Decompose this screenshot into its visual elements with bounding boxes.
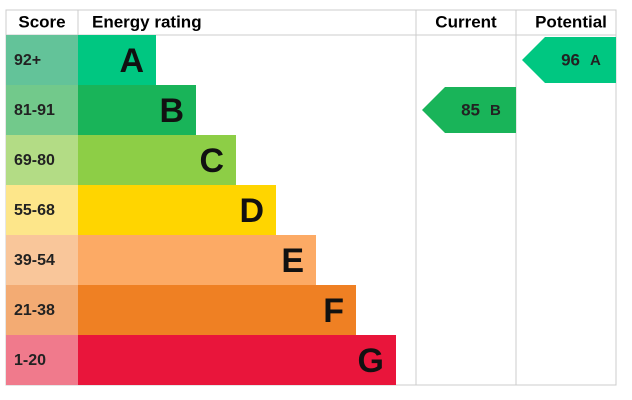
score-cell — [6, 335, 78, 385]
score-cell — [6, 285, 78, 335]
rating-bar — [78, 35, 156, 85]
rating-letter: E — [281, 242, 304, 280]
score-cell — [6, 185, 78, 235]
current-value: 85 — [461, 100, 480, 119]
score-cell — [6, 35, 78, 85]
score-cell — [6, 85, 78, 135]
score-cell — [6, 135, 78, 185]
rating-letter: G — [358, 342, 384, 380]
header: Energy rating — [92, 12, 202, 31]
rating-bar — [78, 285, 356, 335]
rating-letter: D — [239, 192, 264, 230]
score-label: 39-54 — [14, 252, 55, 269]
rating-letter: B — [159, 92, 184, 130]
rating-letter: A — [119, 42, 144, 80]
potential-letter: A — [590, 52, 601, 69]
rating-bar — [78, 185, 276, 235]
rating-bar — [78, 335, 396, 385]
potential-arrow — [522, 37, 616, 83]
rating-bar — [78, 135, 236, 185]
rating-bar — [78, 235, 316, 285]
score-cell — [6, 235, 78, 285]
current-arrow — [422, 87, 516, 133]
score-label: 81-91 — [14, 102, 55, 119]
rating-bar — [78, 85, 196, 135]
score-label: 1-20 — [14, 352, 46, 369]
header: Score — [18, 12, 65, 31]
rating-letter: F — [323, 292, 344, 330]
header: Potential — [535, 12, 607, 31]
score-label: 69-80 — [14, 152, 55, 169]
current-letter: B — [490, 102, 501, 119]
header: Current — [435, 12, 497, 31]
score-label: 92+ — [14, 52, 41, 69]
rating-letter: C — [199, 142, 224, 180]
score-label: 21-38 — [14, 302, 55, 319]
score-label: 55-68 — [14, 202, 55, 219]
potential-value: 96 — [561, 50, 580, 69]
